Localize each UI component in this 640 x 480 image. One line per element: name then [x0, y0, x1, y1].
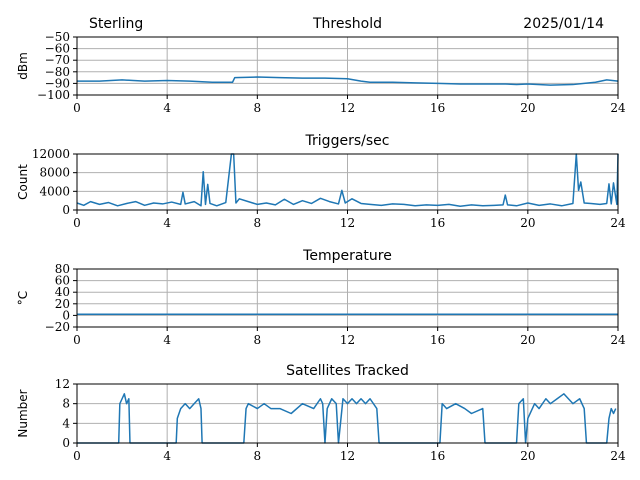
threshold-x-tick-label: 8 [254, 101, 262, 115]
temperature-x-tick-label: 4 [163, 333, 171, 347]
triggers-x-tick-label: 4 [163, 216, 171, 230]
satellites-x-tick-label: 12 [340, 449, 355, 463]
satellites-x-tick-label: 20 [520, 449, 535, 463]
satellites-y-axis-label: Number [16, 389, 30, 437]
triggers-y-axis-label: Count [16, 164, 30, 200]
temperature-y-tick-label: 40 [55, 285, 70, 299]
threshold-series-line [77, 76, 619, 86]
satellites-y-tick-label: 12 [55, 377, 70, 391]
satellites-title: Satellites Tracked [286, 363, 409, 379]
triggers-x-tick-label: 0 [73, 216, 81, 230]
temperature-y-tick-label: 20 [55, 297, 70, 311]
satellites-y-tick-label: 0 [62, 436, 70, 450]
triggers-y-tick-label: 8000 [39, 166, 70, 180]
satellites-y-tick-label: 8 [62, 397, 70, 411]
threshold-y-axis-label: dBm [16, 52, 30, 80]
threshold-x-tick-label: 0 [73, 101, 81, 115]
threshold-x-tick-label: 20 [520, 101, 535, 115]
triggers-y-tick-label: 0 [62, 203, 70, 217]
satellites-x-tick-label: 16 [430, 449, 445, 463]
temperature-y-tick-label: 0 [62, 308, 70, 322]
satellites-x-tick-label: 0 [73, 449, 81, 463]
temperature-x-tick-label: 24 [610, 333, 626, 347]
temperature-title: Temperature [302, 248, 392, 264]
triggers-y-tick-label: 12000 [32, 147, 70, 161]
triggers-title: Triggers/sec [305, 133, 390, 149]
threshold-x-tick-label: 4 [163, 101, 171, 115]
threshold-y-tick-label: −50 [45, 30, 70, 44]
chart-threshold: 0 4 8 12 16 20 24 −100−90−80−70−60−50 Threshold d… [16, 16, 626, 115]
threshold-y-tick-label: −100 [37, 88, 70, 102]
threshold-x-tick-label: 16 [430, 101, 445, 115]
temperature-y-tick-label: −20 [45, 320, 70, 334]
satellites-y-tick-label: 4 [62, 416, 70, 430]
triggers-x-tick-label: 24 [610, 216, 626, 230]
report-date: 2025/01/14 [523, 16, 604, 32]
threshold-x-tick-label: 24 [610, 101, 626, 115]
temperature-x-tick-label: 16 [430, 333, 445, 347]
temperature-x-tick-label: 12 [340, 333, 355, 347]
satellites-x-tick-label: 4 [163, 449, 171, 463]
temperature-y-tick-label: 60 [55, 274, 70, 288]
triggers-x-tick-label: 12 [340, 216, 355, 230]
satellites-series-line [77, 393, 617, 444]
temperature-x-tick-label: 0 [73, 333, 81, 347]
triggers-series-line [76, 153, 619, 208]
temperature-x-tick-label: 8 [254, 333, 262, 347]
triggers-y-tick-label: 4000 [39, 184, 70, 198]
triggers-x-tick-label: 8 [254, 216, 262, 230]
station-name: Sterling [89, 16, 143, 32]
temperature-y-tick-label: 80 [55, 262, 70, 276]
threshold-y-tick-label: −90 [45, 76, 70, 90]
threshold-x-tick-label: 12 [340, 101, 355, 115]
triggers-x-tick-label: 20 [520, 216, 535, 230]
satellites-x-tick-label: 24 [610, 449, 626, 463]
threshold-y-tick-label: −70 [45, 53, 70, 67]
threshold-title: Threshold [312, 16, 382, 32]
chart-triggers: 0 4 8 12 16 20 24 0 4000 8000 12000 Triggers/sec Cou… [16, 133, 626, 230]
chart-satellites: 0 4 8 12 16 20 24 0 4 8 12 Satellites Tracked Number [16, 363, 626, 463]
temperature-x-tick-label: 20 [520, 333, 535, 347]
triggers-x-tick-label: 16 [430, 216, 445, 230]
threshold-y-tick-label: −60 [45, 42, 70, 56]
satellites-x-tick-label: 8 [254, 449, 262, 463]
temperature-y-axis-label: °C [16, 291, 30, 305]
threshold-y-tick-label: −80 [45, 65, 70, 79]
